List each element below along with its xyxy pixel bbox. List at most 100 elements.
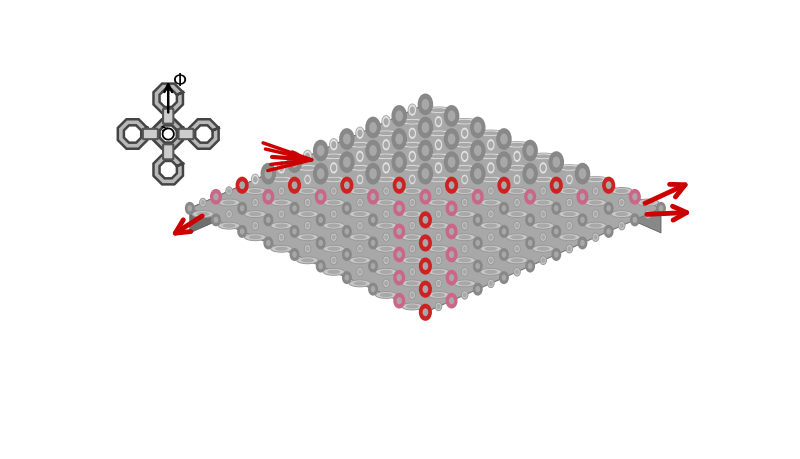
Ellipse shape [366,140,380,161]
Ellipse shape [212,214,220,226]
Ellipse shape [580,240,585,246]
Ellipse shape [489,281,493,286]
Ellipse shape [262,164,275,184]
Ellipse shape [503,165,531,171]
Ellipse shape [478,176,503,182]
Ellipse shape [434,116,442,128]
Ellipse shape [448,111,455,122]
Ellipse shape [249,235,262,239]
Ellipse shape [218,199,240,206]
Ellipse shape [354,212,366,216]
Ellipse shape [409,245,415,253]
Ellipse shape [349,280,370,287]
Ellipse shape [449,205,454,212]
Ellipse shape [218,222,240,229]
Ellipse shape [266,193,271,201]
Ellipse shape [317,237,325,249]
Ellipse shape [366,164,380,184]
Ellipse shape [514,176,519,183]
Ellipse shape [558,188,580,195]
Ellipse shape [425,153,452,160]
Ellipse shape [330,256,337,264]
Ellipse shape [226,187,232,195]
Polygon shape [190,104,426,233]
Ellipse shape [290,249,298,260]
Ellipse shape [567,223,571,228]
Ellipse shape [402,303,423,310]
Ellipse shape [186,202,194,214]
Ellipse shape [541,164,546,172]
Ellipse shape [317,260,325,272]
Ellipse shape [500,272,508,283]
Ellipse shape [430,131,447,135]
Ellipse shape [449,228,454,235]
Ellipse shape [506,211,528,218]
Ellipse shape [326,178,342,181]
Ellipse shape [394,271,404,285]
Ellipse shape [449,181,454,189]
Ellipse shape [384,281,388,286]
Ellipse shape [474,145,482,156]
Ellipse shape [327,201,340,205]
Ellipse shape [323,269,345,275]
Ellipse shape [382,162,390,174]
Ellipse shape [383,210,390,218]
Ellipse shape [249,189,262,193]
Ellipse shape [323,245,345,252]
Ellipse shape [279,235,283,240]
Ellipse shape [408,150,417,162]
Ellipse shape [265,168,272,179]
Ellipse shape [398,141,426,148]
Ellipse shape [454,188,475,195]
Ellipse shape [370,193,376,201]
Ellipse shape [585,222,606,229]
Ellipse shape [297,188,318,195]
Ellipse shape [214,217,218,223]
Ellipse shape [618,221,625,230]
Ellipse shape [484,270,498,274]
Ellipse shape [345,274,349,281]
Ellipse shape [525,190,535,204]
Ellipse shape [402,234,423,241]
Ellipse shape [537,224,550,228]
Ellipse shape [477,130,505,136]
Ellipse shape [606,205,611,212]
Ellipse shape [552,249,561,260]
Ellipse shape [515,223,519,228]
Ellipse shape [630,214,639,226]
Ellipse shape [290,202,298,214]
Ellipse shape [409,198,415,207]
Ellipse shape [245,211,266,218]
Ellipse shape [510,235,523,239]
Ellipse shape [475,193,481,201]
Ellipse shape [395,134,403,145]
Ellipse shape [500,134,508,145]
Ellipse shape [346,165,374,171]
Ellipse shape [306,223,310,228]
Ellipse shape [425,130,452,136]
Ellipse shape [294,165,322,171]
Ellipse shape [605,202,613,214]
Ellipse shape [392,129,406,149]
Ellipse shape [456,143,473,147]
Ellipse shape [509,143,526,147]
Ellipse shape [330,162,338,174]
Ellipse shape [436,164,441,172]
Ellipse shape [398,165,426,171]
Ellipse shape [456,166,473,170]
Ellipse shape [422,308,428,316]
Ellipse shape [502,205,506,212]
Ellipse shape [555,165,583,171]
Ellipse shape [402,257,423,264]
Ellipse shape [480,222,502,229]
Ellipse shape [370,217,375,223]
Ellipse shape [227,212,231,217]
Ellipse shape [410,153,415,160]
Ellipse shape [408,127,417,140]
Ellipse shape [566,221,573,230]
Ellipse shape [343,157,350,168]
Ellipse shape [354,258,366,263]
Ellipse shape [349,234,370,241]
Ellipse shape [514,245,520,253]
Ellipse shape [432,201,445,205]
